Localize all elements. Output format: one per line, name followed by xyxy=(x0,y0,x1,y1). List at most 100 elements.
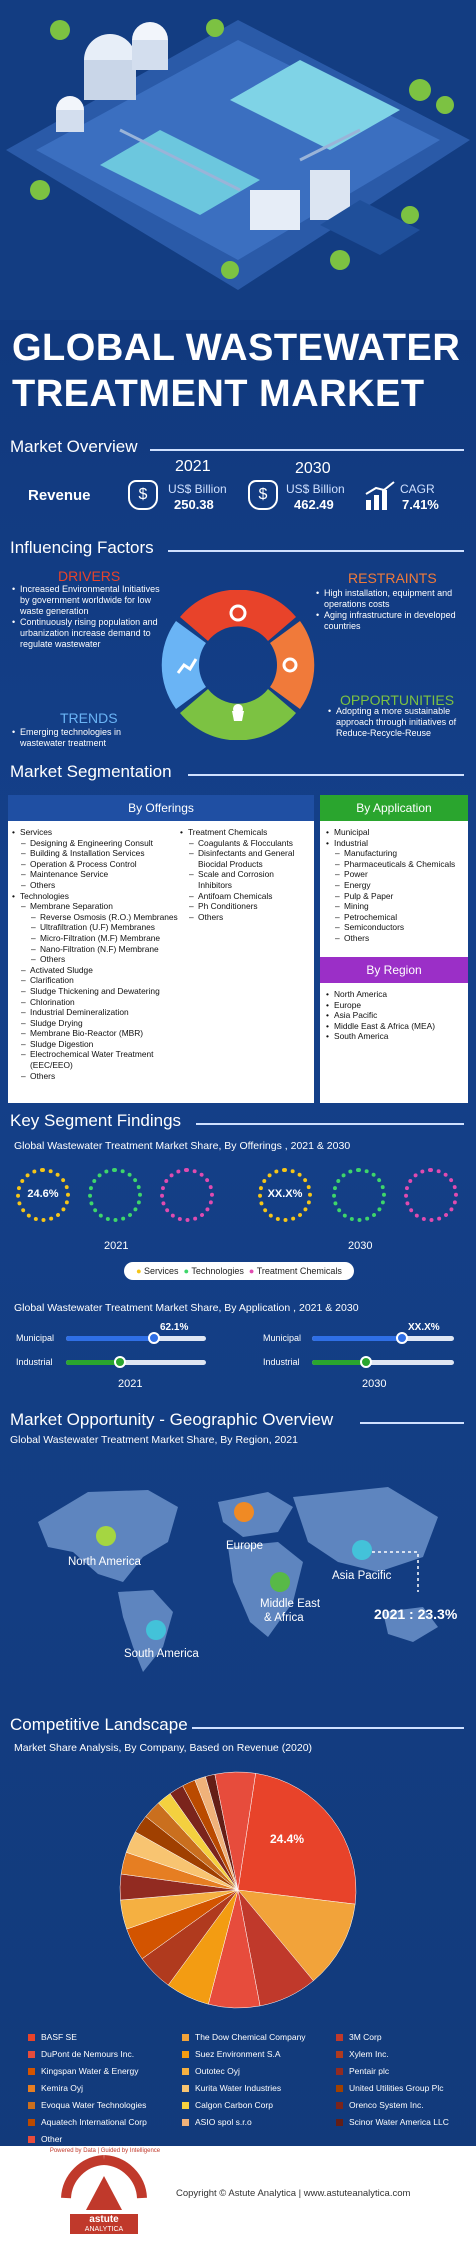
list-item: Micro-Filtration (M.F) Membrane xyxy=(12,933,182,944)
geo-subtitle: Global Wastewater Treatment Market Share… xyxy=(10,1434,298,1446)
list-item: North America xyxy=(326,989,466,1000)
legend-label: Pentair plc xyxy=(349,2066,390,2076)
legend-item: Kemira Oyj xyxy=(28,2083,83,2093)
bar-2021-label: 62.1% xyxy=(160,1322,189,1333)
map-label-mea-1: Middle East xyxy=(260,1598,321,1610)
brand-tagline: Powered by Data | Guided by Intelligence xyxy=(49,2148,161,2154)
bar-2030-municipal-knob xyxy=(396,1332,408,1344)
revenue-2021-value: 250.38 xyxy=(174,497,214,512)
cagr-label: CAGR xyxy=(400,482,435,496)
legend-swatch xyxy=(28,2068,35,2076)
eu-pin-icon xyxy=(234,1502,254,1522)
list-item: Middle East & Africa (MEA) xyxy=(326,1021,466,1032)
legend-swatch xyxy=(182,2034,189,2042)
overview-heading: Market Overview xyxy=(10,437,138,456)
africa-shape xyxy=(228,1542,303,1637)
bar-2030-industrial-knob xyxy=(360,1356,372,1368)
pie-slice xyxy=(237,1889,356,1982)
list-item: Pharmaceuticals & Chemicals xyxy=(326,859,466,870)
list-item: Building & Installation Services xyxy=(12,848,182,859)
factors-heading: Influencing Factors xyxy=(10,538,154,557)
list-item: South America xyxy=(326,1031,466,1042)
legend-label: Suez Environment S.A xyxy=(195,2049,281,2059)
offerings-box: By Offerings ServicesDesigning & Enginee… xyxy=(8,795,314,1103)
legend-label: Xylem Inc. xyxy=(349,2049,389,2059)
legend-label: Evoqua Water Technologies xyxy=(41,2100,147,2110)
legend-label: 3M Corp xyxy=(349,2032,382,2042)
application-header: By Application xyxy=(320,795,468,821)
legend-item: Kurita Water Industries xyxy=(182,2083,281,2093)
map-label-mea-2: & Africa xyxy=(264,1612,304,1624)
trends-title: TRENDS xyxy=(60,710,118,726)
asia-shape xyxy=(293,1487,438,1572)
legend-item: Outotec Oyj xyxy=(182,2066,240,2076)
legend-item: 3M Corp xyxy=(336,2032,382,2042)
list-item: Europe xyxy=(326,1000,466,1011)
title-line-1: GLOBAL WASTEWATER xyxy=(12,327,461,369)
hero-illustration xyxy=(0,0,476,320)
legend-swatch xyxy=(182,2102,189,2110)
brand-name: astute xyxy=(89,2214,119,2225)
world-map xyxy=(38,1487,438,1672)
list-item: Others xyxy=(12,880,182,891)
list-item: Semiconductors xyxy=(326,922,466,933)
restraints-segment xyxy=(270,621,315,709)
bar-label-industrial: Industrial xyxy=(16,1357,53,1367)
drivers-list: Increased Environmental Initiatives by g… xyxy=(12,584,170,650)
list-item: Sludge Drying xyxy=(12,1018,182,1029)
legend-swatch xyxy=(336,2102,343,2110)
legend-technologies: Technologies xyxy=(191,1266,244,1276)
bar-year-2021: 2021 xyxy=(118,1378,143,1390)
bar-2021-industrial-fill xyxy=(66,1360,119,1365)
ring-2030-technologies xyxy=(332,1168,386,1222)
legend-swatch xyxy=(182,2085,189,2093)
mea-pin-icon xyxy=(270,1572,290,1592)
bar-2021-municipal-fill xyxy=(66,1336,153,1341)
year-2021: 2021 xyxy=(175,458,211,475)
ring-2021-chemicals xyxy=(160,1168,214,1222)
list-item: Aging infrastructure in developed countr… xyxy=(316,610,466,632)
legend-item: United Utilities Group Plc xyxy=(336,2083,443,2093)
legend-label: Scinor Water America LLC xyxy=(349,2117,449,2127)
astute-logo xyxy=(61,2155,147,2234)
bar-label-municipal: Municipal xyxy=(16,1333,55,1343)
treatment-plant-illustration xyxy=(0,0,476,320)
bar-2021-municipal-knob xyxy=(148,1332,160,1344)
list-item: Technologies xyxy=(12,891,182,902)
legend-label: Calgon Carbon Corp xyxy=(195,2100,273,2110)
list-item: Others xyxy=(180,912,310,923)
legend-item: Aquatech International Corp xyxy=(28,2117,147,2127)
list-item: Energy xyxy=(326,880,466,891)
list-item: Chlorination xyxy=(12,997,182,1008)
opportunities-list: Adopting a more sustainable approach thr… xyxy=(328,706,468,739)
legend-item: Suez Environment S.A xyxy=(182,2049,281,2059)
legend-swatch xyxy=(182,2051,189,2059)
segmentation-divider xyxy=(188,774,464,776)
bar-2021-industrial-knob xyxy=(114,1356,126,1368)
list-item: Nano-Filtration (N.F) Membrane xyxy=(12,944,182,955)
pie-slice xyxy=(237,1773,357,1905)
bar-year-2030: 2030 xyxy=(362,1378,387,1390)
legend-label: BASF SE xyxy=(41,2032,77,2042)
growth-chart-icon xyxy=(365,481,395,510)
bar-track xyxy=(312,1360,454,1365)
list-item: Adopting a more sustainable approach thr… xyxy=(328,706,468,739)
legend-item: BASF SE xyxy=(28,2032,77,2042)
list-item: Ultrafiltration (U.F) Membranes xyxy=(12,922,182,933)
legend-swatch xyxy=(182,2068,189,2076)
list-item: Mining xyxy=(326,901,466,912)
list-item: Others xyxy=(12,1071,182,1082)
overview-divider xyxy=(150,449,464,451)
south-america-shape xyxy=(118,1590,173,1672)
legend-swatch xyxy=(28,2136,35,2144)
list-item: Municipal xyxy=(326,827,466,838)
legend-item: Pentair plc xyxy=(336,2066,389,2076)
offerings-header: By Offerings xyxy=(8,795,314,821)
map-label-south-america: South America xyxy=(124,1648,199,1660)
application-region-box: By Application MunicipalIndustrialManufa… xyxy=(320,795,468,1103)
drivers-segment xyxy=(180,590,296,641)
legend-label: Kurita Water Industries xyxy=(195,2083,282,2093)
list-item: Ph Conditioners xyxy=(180,901,310,912)
brand-name-2: ANALYTICA xyxy=(84,2226,124,2233)
